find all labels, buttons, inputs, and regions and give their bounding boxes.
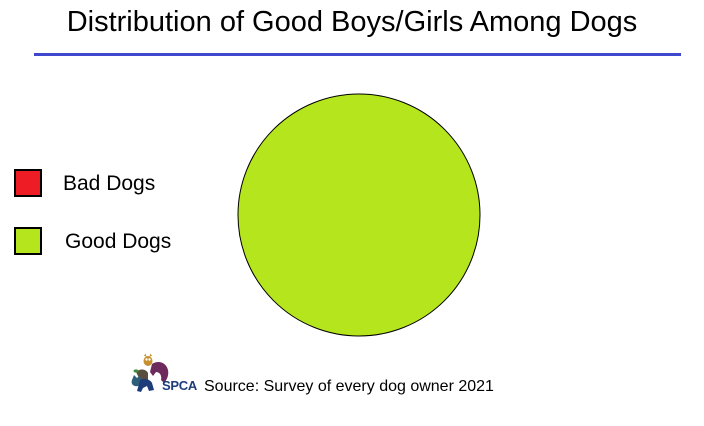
legend-label-good-dogs: Good Dogs [65,230,172,253]
source-text: Source: Survey of every dog owner 2021 [204,378,494,395]
spca-animals-logo-icon [131,353,169,392]
title-underline [34,53,681,56]
chart-title: Distribution of Good Boys/Girls Among Do… [66,6,638,38]
pie-slice-good-dogs [237,93,481,337]
legend-label-bad-dogs: Bad Dogs [63,172,156,195]
legend-swatch-bad-dogs [14,169,42,197]
spca-logo-text: SPCA [162,378,197,393]
legend-swatch-good-dogs [14,227,42,255]
